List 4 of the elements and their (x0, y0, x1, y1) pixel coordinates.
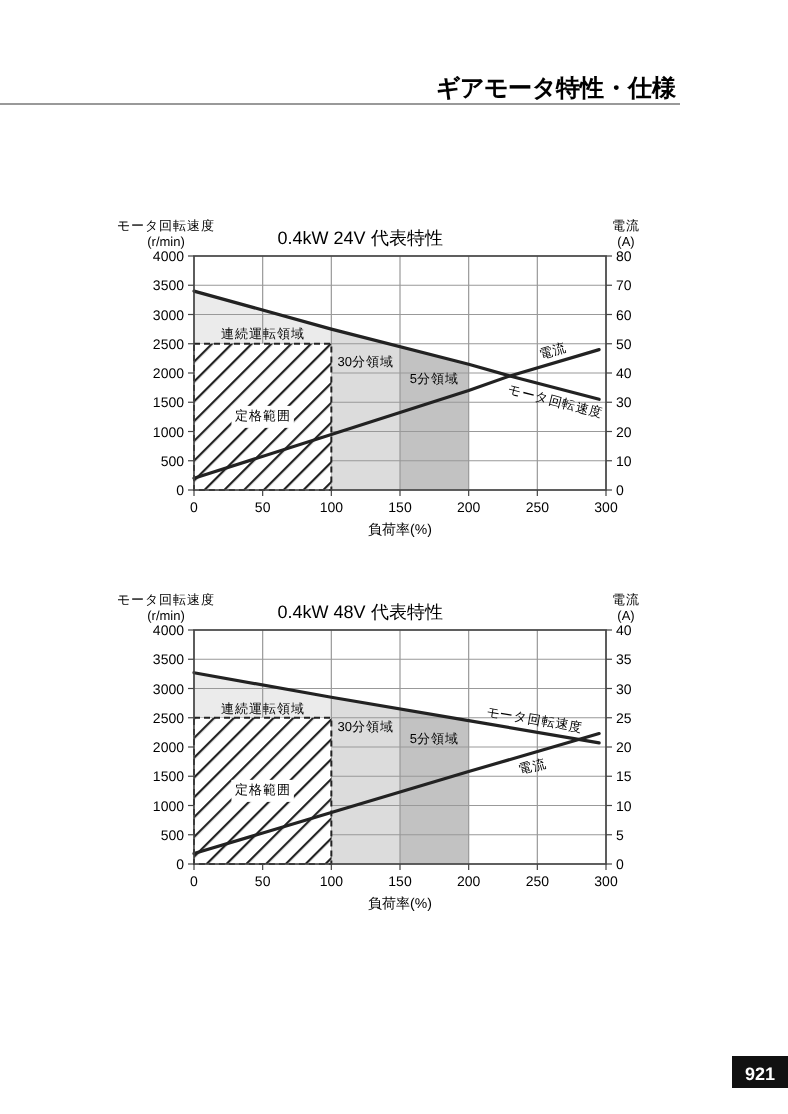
chart-title: 0.4kW 48V 代表特性 (277, 602, 443, 622)
chart-title: 0.4kW 24V 代表特性 (277, 228, 443, 248)
text: ギアモータ特性・仕様 (436, 74, 678, 102)
text: 921 (744, 1064, 776, 1084)
